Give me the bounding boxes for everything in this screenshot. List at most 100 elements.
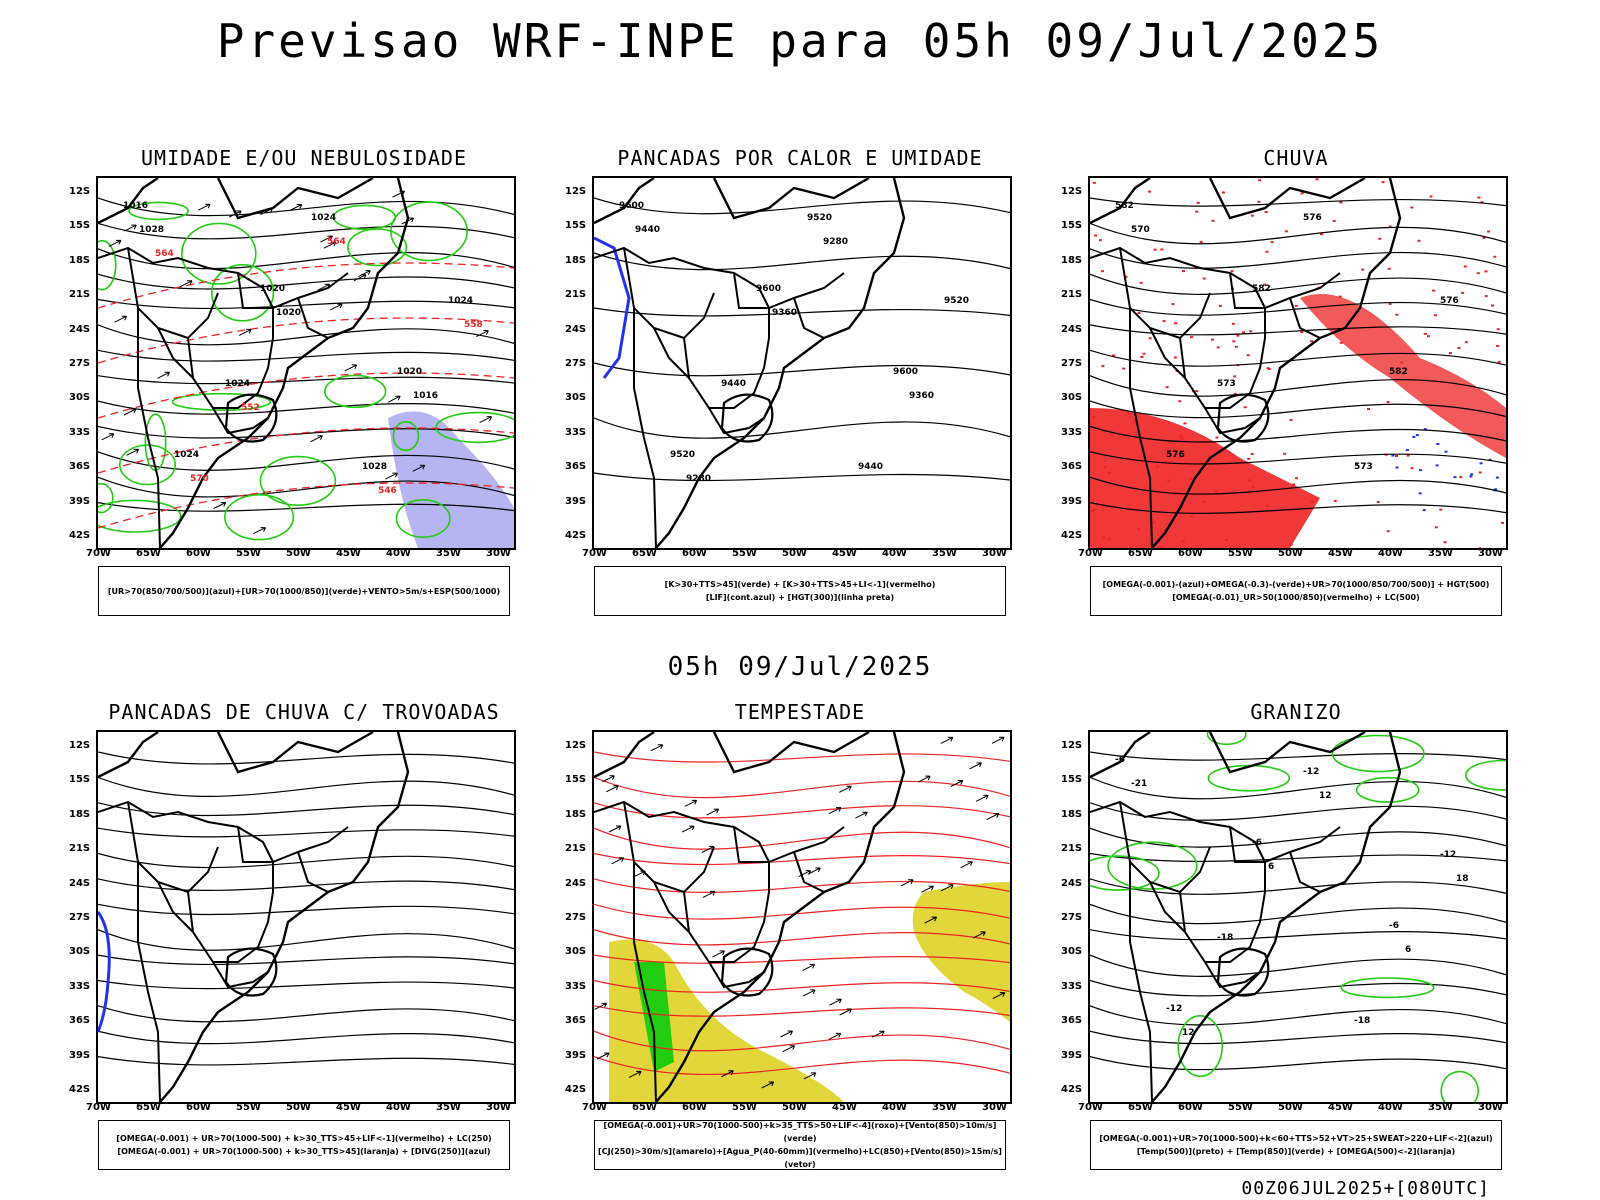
wind-vector [179, 280, 193, 288]
wind-vector [684, 799, 698, 807]
rain-speck [1215, 436, 1219, 439]
rain-speck [1236, 334, 1240, 337]
contour-label: -21 [1131, 779, 1147, 789]
rain-speck [1098, 239, 1102, 242]
rain-speck [1202, 277, 1206, 280]
rain-speck [1300, 192, 1304, 195]
latitude-label: 30S [565, 392, 587, 404]
rain-speck [1189, 478, 1193, 480]
latitude-label: 15S [69, 774, 91, 786]
rain-area [1300, 294, 1506, 458]
country-border [297, 297, 329, 339]
jet-core-area [912, 882, 1010, 1022]
wind-vector [401, 217, 415, 225]
rain-speck [1094, 234, 1098, 237]
wind-vector [344, 364, 358, 372]
latitude-label: 18S [69, 254, 91, 266]
country-border [98, 246, 274, 309]
rain-speck [1141, 436, 1145, 439]
contour-line [98, 222, 514, 240]
rain-speck [1376, 501, 1380, 503]
omega-speck [1412, 435, 1416, 438]
contour-line [1090, 827, 1506, 848]
panel-title: GRANIZO [1250, 700, 1342, 724]
wind-vector [479, 416, 493, 424]
humidity-contour [98, 482, 114, 514]
country-border [1179, 862, 1266, 963]
rain-speck [1433, 314, 1437, 317]
rain-speck [1432, 289, 1435, 292]
legend-text: [OMEGA(-0.001)-(azul)+OMEGA(-0.3)-(verde… [1102, 580, 1490, 589]
contour-line [1090, 248, 1506, 269]
contour-label: 576 [1440, 296, 1459, 306]
latitude-label: 36S [69, 461, 91, 473]
longitude-label: 30W [982, 1102, 1007, 1113]
longitude-label: 35W [932, 548, 957, 559]
omega-speck [1470, 473, 1474, 476]
rain-speck [1233, 392, 1237, 395]
rain-speck [1092, 181, 1096, 184]
legend-text: [OMEGA(-0.001)+UR>70(1000-500)+k>35_TTS>… [603, 1121, 997, 1143]
rain-speck [1134, 421, 1137, 424]
wind-vector [986, 813, 1000, 821]
panel-title: TEMPESTADE [734, 700, 866, 724]
latitude-label: 33S [565, 426, 587, 438]
country-border [187, 862, 274, 963]
contour-label: 573 [1217, 379, 1236, 389]
wind-vector [101, 433, 115, 441]
rain-speck [1190, 515, 1193, 518]
rain-speck [1443, 541, 1447, 544]
longitude-label: 45W [336, 1102, 361, 1113]
latitude-label: 33S [565, 980, 587, 992]
wind-vector [228, 210, 242, 218]
rain-speck [1320, 233, 1324, 236]
humidity-contour [259, 455, 337, 507]
country-border [1229, 272, 1265, 309]
latitude-label: 42S [69, 1084, 91, 1095]
contour-line [98, 273, 514, 290]
border-outline [224, 393, 278, 443]
contour-line [98, 827, 514, 838]
contour-line [98, 852, 514, 869]
rain-speck [1265, 250, 1269, 253]
rain-speck [1210, 338, 1214, 341]
country-border [1179, 308, 1266, 409]
rain-speck [1295, 477, 1298, 480]
panel-title: UMIDADE E/OU NEBULOSIDADE [140, 146, 468, 170]
li-contour [594, 236, 631, 379]
country-border [708, 407, 765, 435]
contour-label: 12 [1319, 791, 1332, 801]
wind-vector [476, 330, 489, 338]
latitude-label: 15S [565, 774, 587, 786]
humidity-contour [347, 228, 408, 267]
wind-vector [917, 775, 931, 783]
coastline [594, 178, 906, 548]
country-border [683, 308, 770, 409]
longitude-label: 70W [86, 1102, 111, 1113]
wind-vector [253, 527, 266, 535]
longitude-label: 45W [832, 548, 857, 559]
legend-box: [OMEGA(-0.001)+UR>70(1000-500)+k>35_TTS>… [594, 1120, 1006, 1170]
latitude-label: 36S [1061, 461, 1083, 473]
contour-label: 576 [1303, 213, 1322, 223]
rain-speck [1264, 211, 1268, 213]
longitude-label: 65W [136, 1102, 161, 1113]
country-border [1204, 961, 1261, 989]
contour-line [98, 375, 514, 385]
longitude-label: 60W [682, 548, 707, 559]
coastline [98, 732, 410, 1102]
latitude-label: 24S [69, 323, 91, 335]
rain-speck [1251, 485, 1255, 488]
longitude-label: 70W [582, 1102, 607, 1113]
country-border [653, 327, 690, 379]
rain-speck [1151, 521, 1155, 524]
latitude-label: 33S [1061, 980, 1083, 992]
omega-speck [1494, 488, 1498, 491]
thickness-line [98, 482, 514, 529]
wind-vector [973, 931, 986, 939]
country-border [793, 851, 825, 893]
rain-speck [1361, 268, 1365, 271]
latitude-label: 27S [565, 912, 587, 923]
rain-speck [1464, 341, 1468, 344]
omega-speck [1419, 469, 1423, 472]
